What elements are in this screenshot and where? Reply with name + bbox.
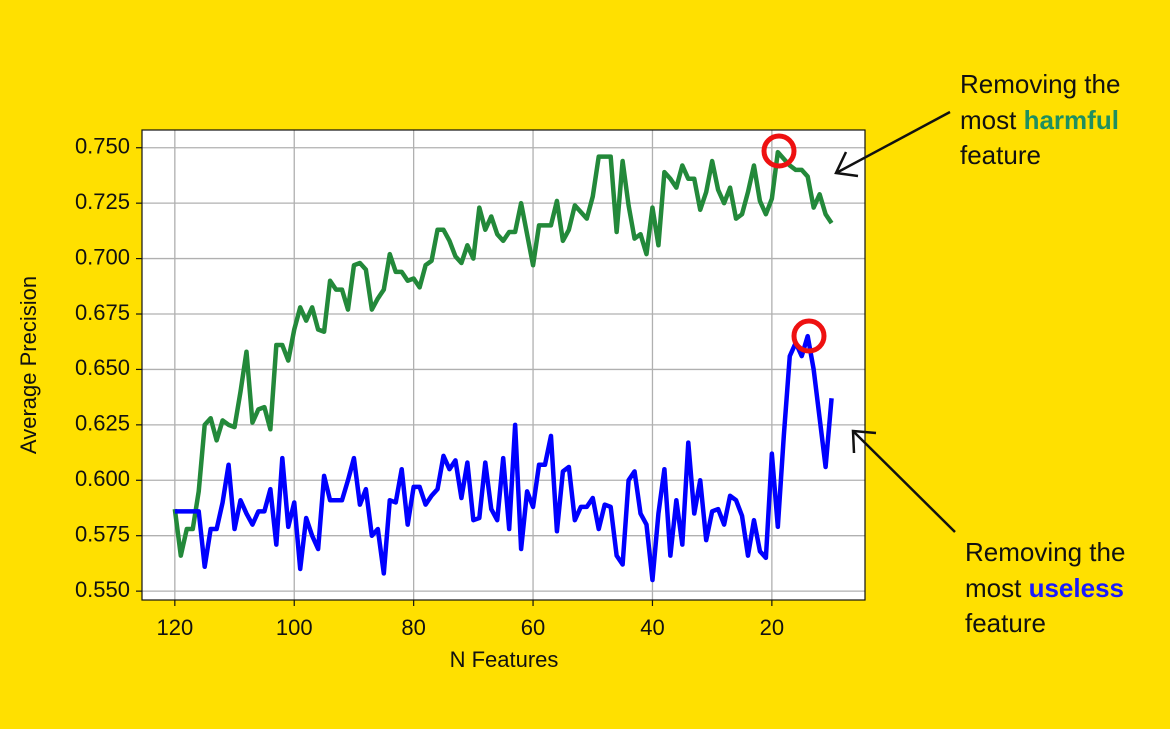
y-tick-label: 0.650 [75,355,130,380]
highlight-circle [791,318,827,354]
data-line [172,149,834,558]
highlight-circle [761,133,797,169]
arrow [834,110,951,178]
x-tick-label: 40 [640,615,664,640]
arrow [851,429,956,533]
y-tick-label: 0.700 [75,244,130,269]
annotation-text: most harmful [960,105,1119,135]
x-tick-label: 100 [276,615,313,640]
x-axis-label: N Features [450,647,559,672]
annotation-highlight: harmful [1024,105,1119,135]
data-line [174,333,834,583]
y-tick-label: 0.575 [75,522,130,547]
y-tick-label: 0.550 [75,577,130,602]
x-tick-label: 80 [401,615,425,640]
y-axis-label: Average Precision [16,276,41,454]
annotation-text: feature [965,608,1046,638]
annotation-highlight: useless [1029,573,1124,603]
y-tick-label: 0.625 [75,411,130,436]
annotation: Removing the most useless feature [965,537,1125,638]
annotation-text: Removing the [960,69,1120,99]
annotation-text: most useless [965,573,1124,603]
annotation-text: most [960,105,1017,135]
plot-frame [141,129,866,601]
y-tick-label: 0.725 [75,189,130,214]
annotation-text: Removing the [965,537,1125,567]
annotation-text: feature [960,140,1041,170]
x-tick-label: 60 [521,615,545,640]
annotation-text: most [965,573,1022,603]
y-tick-label: 0.600 [75,466,130,491]
annotation: Removing the most harmful feature [960,69,1120,170]
y-tick-label: 0.675 [75,300,130,325]
x-tick-label: 120 [156,615,193,640]
x-tick-label: 20 [760,615,784,640]
y-tick-label: 0.750 [75,134,130,159]
